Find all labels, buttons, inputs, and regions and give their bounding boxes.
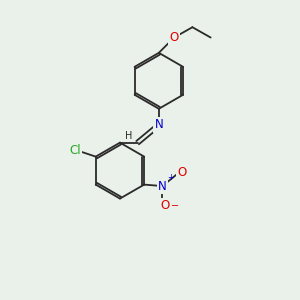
Text: O: O (177, 166, 186, 179)
Text: N: N (154, 118, 163, 131)
Text: O: O (160, 199, 170, 212)
Text: Cl: Cl (69, 144, 81, 157)
Text: O: O (169, 31, 179, 44)
Text: +: + (167, 173, 174, 182)
Text: N: N (158, 180, 167, 193)
Text: H: H (125, 131, 133, 141)
Text: −: − (171, 201, 179, 211)
